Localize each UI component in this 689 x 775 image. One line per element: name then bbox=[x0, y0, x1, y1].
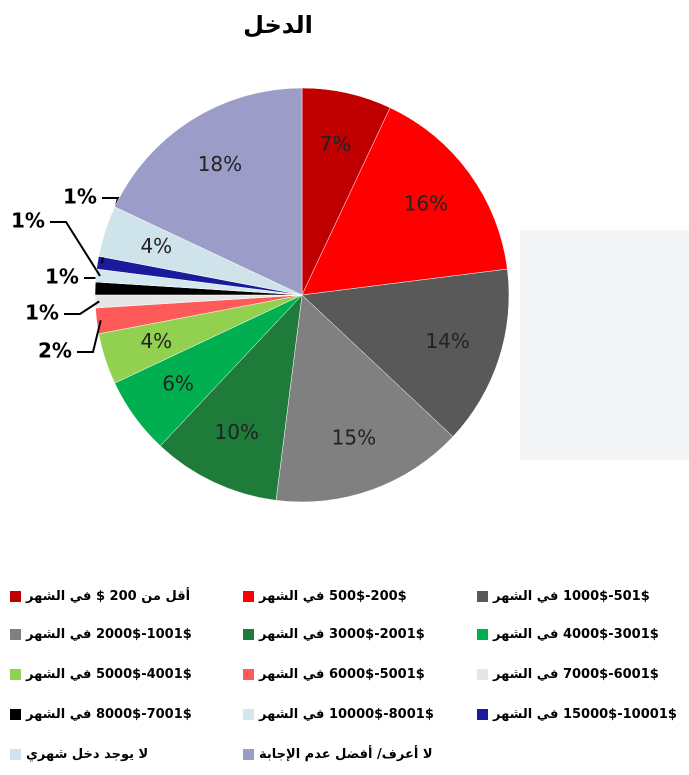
legend-label: 8001$-10000$ في الشهر bbox=[259, 707, 434, 722]
legend-item: 3001$-4000$ في الشهر bbox=[477, 627, 659, 642]
legend-swatch bbox=[477, 669, 488, 680]
legend-swatch bbox=[243, 591, 254, 602]
legend-swatch bbox=[243, 629, 254, 640]
data-label: 1% bbox=[25, 301, 59, 325]
legend-swatch bbox=[10, 591, 21, 602]
legend-swatch bbox=[10, 749, 21, 760]
legend-label: 2001$-3000$ في الشهر bbox=[259, 627, 425, 642]
legend-item: لا أعرف/ أفضل عدم الإجابة bbox=[243, 747, 433, 762]
legend-item: 501$-1000$ في الشهر bbox=[477, 589, 650, 604]
legend-item: لا يوجد دخل شهري bbox=[10, 747, 148, 762]
legend-item: أقل من 200 $ في الشهر bbox=[10, 589, 190, 604]
legend-label: 6001$-7000$ في الشهر bbox=[493, 667, 659, 682]
legend-item: 8001$-10000$ في الشهر bbox=[243, 707, 434, 722]
legend-swatch bbox=[243, 749, 254, 760]
pie-slice bbox=[301, 107, 508, 296]
pie-slice bbox=[114, 87, 303, 296]
data-label: 15% bbox=[332, 426, 376, 450]
data-label: 1% bbox=[45, 265, 79, 289]
legend-swatch bbox=[243, 669, 254, 680]
legend-label: 5001$-6000$ في الشهر bbox=[259, 667, 425, 682]
legend-label: لا أعرف/ أفضل عدم الإجابة bbox=[259, 747, 433, 762]
legend-label: 1001$-2000$ في الشهر bbox=[26, 627, 192, 642]
data-label: 18% bbox=[198, 152, 242, 176]
pie-slice bbox=[275, 294, 454, 503]
data-label: 16% bbox=[404, 191, 448, 215]
data-label: 1% bbox=[63, 185, 97, 209]
legend-label: لا يوجد دخل شهري bbox=[26, 747, 149, 762]
legend-item: 1001$-2000$ في الشهر bbox=[10, 627, 192, 642]
legend-swatch bbox=[10, 629, 21, 640]
legend-label: 4001$-5000$ في الشهر bbox=[26, 667, 192, 682]
pie-slice bbox=[159, 294, 303, 501]
data-label: 10% bbox=[215, 420, 259, 444]
legend-swatch bbox=[477, 591, 488, 602]
data-label: 4% bbox=[140, 329, 172, 353]
data-label: 7% bbox=[320, 132, 352, 156]
legend-item: 4001$-5000$ في الشهر bbox=[10, 667, 192, 682]
chart: الدخل 7% 16% 14% 15% 10% 6% 4% 2% 1% 1% 1% 1% 4% 18% bbox=[11, 11, 689, 503]
pie-slice bbox=[301, 268, 510, 438]
legend-item: 2001$-3000$ في الشهر bbox=[243, 627, 425, 642]
data-label: 4% bbox=[140, 234, 172, 258]
legend-swatch bbox=[243, 709, 254, 720]
legend-label: 7001$-8000$ في الشهر bbox=[26, 707, 192, 722]
leader-line bbox=[50, 221, 101, 277]
legend-label: 501$-1000$ في الشهر bbox=[493, 589, 650, 604]
legend-swatch bbox=[10, 669, 21, 680]
leader-line bbox=[77, 320, 102, 353]
data-label: 14% bbox=[425, 329, 469, 353]
legend-label: 200$-500$ في الشهر bbox=[259, 589, 407, 604]
legend-swatch bbox=[10, 709, 21, 720]
leader-line bbox=[64, 300, 100, 315]
background-panel bbox=[520, 230, 689, 460]
legend-label: 10001$-15000$ في الشهر bbox=[493, 707, 677, 722]
legend-item: 200$-500$ في الشهر bbox=[243, 589, 407, 604]
legend-item: 6001$-7000$ في الشهر bbox=[477, 667, 659, 682]
legend-label: 3001$-4000$ في الشهر bbox=[493, 627, 659, 642]
chart-title: الدخل bbox=[243, 11, 313, 39]
legend-swatch bbox=[477, 709, 488, 720]
legend-item: 5001$-6000$ في الشهر bbox=[243, 667, 425, 682]
data-label: 6% bbox=[162, 372, 194, 396]
data-label: 2% bbox=[38, 339, 72, 363]
legend-swatch bbox=[477, 629, 488, 640]
legend-label: أقل من 200 $ في الشهر bbox=[26, 589, 191, 604]
data-label: 1% bbox=[11, 209, 45, 233]
legend-item: 7001$-8000$ في الشهر bbox=[10, 707, 192, 722]
legend-item: 10001$-15000$ في الشهر bbox=[477, 707, 677, 722]
